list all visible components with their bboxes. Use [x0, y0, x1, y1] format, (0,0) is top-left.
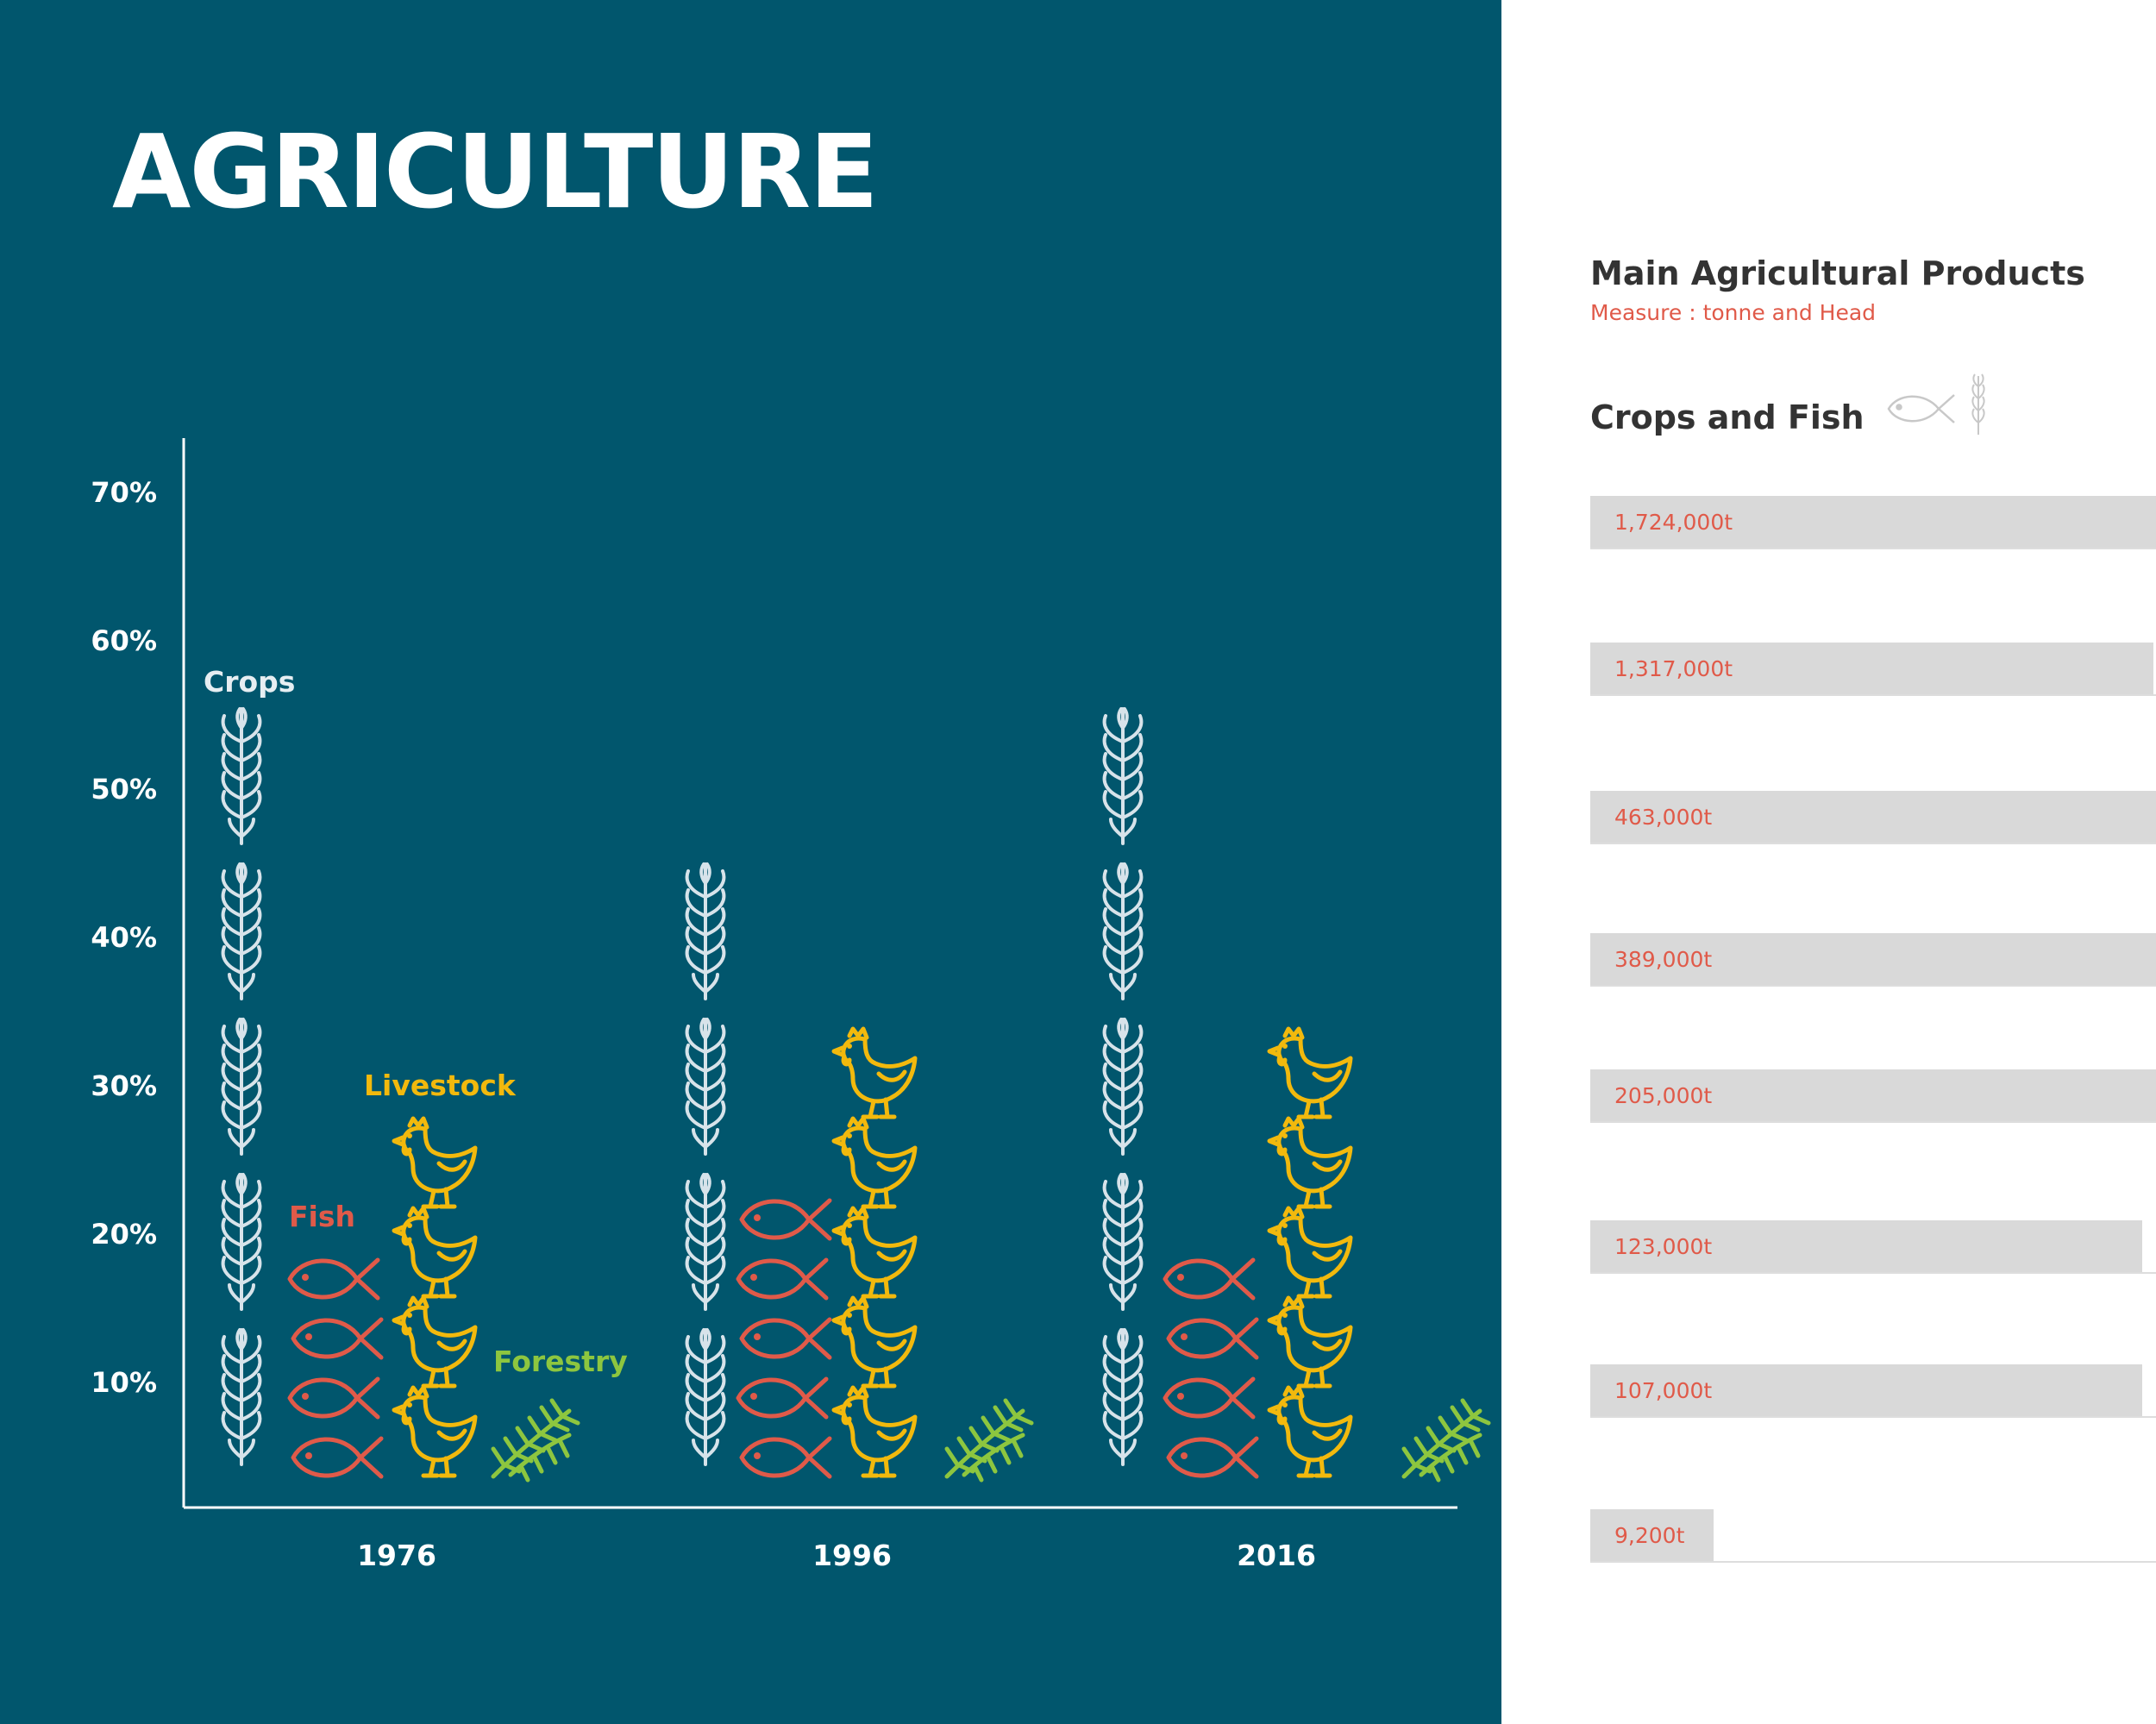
fish-icon [739, 1436, 832, 1479]
wheat-icon [685, 1328, 726, 1466]
wheat-icon [221, 862, 262, 1000]
product-bar-label: 463,000t [1614, 805, 1713, 830]
series-label-forestry: Forestry [493, 1345, 628, 1378]
wheat-icon [685, 1173, 726, 1311]
fish-icon [1166, 1317, 1259, 1360]
series-label-crops: Crops [204, 665, 295, 699]
product-bar-label: 1,724,000t [1614, 510, 1733, 535]
side-panel: Main Agricultural Products Measure : ton… [1501, 0, 2156, 1724]
product-bar: 205,000t [1590, 1069, 2156, 1123]
wheat-icon [221, 707, 262, 845]
product-bar-label: 205,000t [1614, 1083, 1713, 1108]
chicken-icon [392, 1206, 478, 1299]
chicken-icon [831, 1116, 918, 1209]
fish-icon [739, 1198, 832, 1241]
y-tick-label: 70% [91, 476, 157, 509]
fish-icon [291, 1317, 384, 1360]
fish-icon [287, 1257, 380, 1301]
chicken-icon [831, 1295, 918, 1389]
product-bar-label: 123,000t [1614, 1234, 1713, 1259]
wheat-icon [685, 1018, 726, 1156]
forestry-icon [944, 1398, 1034, 1483]
y-tick-label: 40% [91, 921, 157, 954]
product-bar-fill [1590, 643, 2153, 694]
product-bar-fill [1590, 933, 2156, 985]
y-tick-label: 50% [91, 773, 157, 806]
product-bar: 9,200t [1590, 1509, 2156, 1563]
fish-icon [739, 1317, 832, 1360]
product-bar: 107,000t [1590, 1364, 2156, 1418]
fish-icon [736, 1376, 829, 1420]
product-bar-fill [1590, 1509, 1714, 1561]
y-tick-label: 10% [91, 1366, 157, 1399]
product-bar: 1,317,000t [1590, 643, 2156, 696]
y-tick-label: 20% [91, 1218, 157, 1251]
product-bar-fill [1590, 791, 2156, 843]
product-bar: 389,000t [1590, 933, 2156, 987]
series-label-livestock: Livestock [364, 1069, 517, 1102]
y-tick-label: 30% [91, 1069, 157, 1102]
wheat-icon [221, 1328, 262, 1466]
series-label-fish: Fish [289, 1200, 355, 1233]
chicken-icon [392, 1116, 478, 1209]
section-title: Crops and Fish [1590, 398, 1865, 436]
fish-icon [287, 1376, 380, 1420]
fish-icon [736, 1257, 829, 1301]
fish-icon [1166, 1436, 1259, 1479]
fish-icon [1887, 394, 1955, 423]
side-panel-subtitle: Measure : tonne and Head [1590, 300, 1877, 325]
forestry-icon [1401, 1398, 1491, 1483]
chicken-icon [831, 1206, 918, 1299]
chicken-icon [1267, 1385, 1353, 1478]
chart-panel: AGRICULTURE 10% 20% 30% 40% 50% 60% 70% 1976 199… [0, 0, 1501, 1724]
y-tick-label: 60% [91, 624, 157, 657]
wheat-icon [221, 1018, 262, 1156]
chicken-icon [392, 1295, 478, 1389]
product-bar-fill [1590, 1364, 2142, 1416]
wheat-icon [1102, 707, 1144, 845]
product-bar-label: 389,000t [1614, 947, 1713, 972]
page-title: AGRICULTURE [112, 112, 879, 231]
x-tick-label: 1996 [812, 1539, 892, 1572]
fish-icon [1163, 1376, 1256, 1420]
chicken-icon [831, 1385, 918, 1478]
wheat-icon [1102, 862, 1144, 1000]
product-bar-label: 1,317,000t [1614, 656, 1733, 681]
product-bar-fill [1590, 1220, 2142, 1272]
product-bar-label: 9,200t [1614, 1523, 1685, 1548]
chicken-icon [1267, 1295, 1353, 1389]
chicken-icon [831, 1026, 918, 1119]
product-bar-fill [1590, 496, 2156, 548]
side-panel-title: Main Agricultural Products [1590, 254, 2085, 292]
x-tick-label: 2016 [1237, 1539, 1316, 1572]
x-tick-label: 1976 [357, 1539, 436, 1572]
chicken-icon [392, 1385, 478, 1478]
fish-icon [291, 1436, 384, 1479]
fish-icon [1163, 1257, 1256, 1301]
wheat-icon [1971, 373, 1985, 435]
wheat-icon [685, 862, 726, 1000]
wheat-icon [221, 1173, 262, 1311]
product-bar-label: 107,000t [1614, 1378, 1713, 1403]
pictogram-chart: 10% 20% 30% 40% 50% 60% 70% 1976 1996 2016 Crops Fi… [91, 438, 1491, 1572]
chicken-icon [1267, 1026, 1353, 1119]
section-icons [1887, 373, 1985, 435]
chicken-icon [1267, 1206, 1353, 1299]
chicken-icon [1267, 1116, 1353, 1209]
product-bar: 463,000t [1590, 791, 2156, 844]
wheat-icon [1102, 1173, 1144, 1311]
wheat-icon [1102, 1018, 1144, 1156]
product-bar-fill [1590, 1069, 2156, 1121]
wheat-icon [1102, 1328, 1144, 1466]
product-bar: 1,724,000t [1590, 496, 2156, 549]
forestry-icon [491, 1398, 580, 1483]
product-bar: 123,000t [1590, 1220, 2156, 1274]
